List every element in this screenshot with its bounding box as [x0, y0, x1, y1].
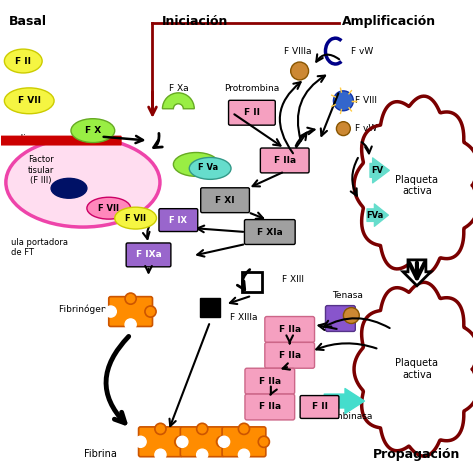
- Text: FV: FV: [371, 166, 383, 175]
- Ellipse shape: [115, 207, 156, 229]
- FancyArrow shape: [403, 260, 431, 286]
- Text: F vW: F vW: [351, 46, 374, 55]
- Text: F IIa: F IIa: [259, 377, 281, 386]
- Text: Plaqueta
activa: Plaqueta activa: [395, 174, 438, 196]
- Text: F XIII: F XIII: [282, 275, 304, 284]
- FancyBboxPatch shape: [159, 209, 198, 231]
- Circle shape: [125, 319, 136, 330]
- Text: Tenasa: Tenasa: [332, 291, 363, 300]
- Text: F Xa: F Xa: [169, 84, 188, 93]
- Circle shape: [197, 449, 208, 460]
- Polygon shape: [354, 96, 474, 274]
- Circle shape: [177, 436, 188, 447]
- Text: F IXa: F IXa: [136, 250, 161, 259]
- Circle shape: [217, 436, 228, 447]
- FancyArrowPatch shape: [370, 158, 389, 183]
- Circle shape: [333, 91, 353, 111]
- Text: F XIa: F XIa: [257, 228, 283, 237]
- FancyBboxPatch shape: [228, 100, 275, 125]
- Text: F VII: F VII: [18, 96, 41, 105]
- Ellipse shape: [87, 197, 131, 219]
- Circle shape: [238, 423, 249, 435]
- Ellipse shape: [4, 49, 42, 73]
- Text: F vW: F vW: [356, 124, 378, 133]
- Text: F II: F II: [311, 402, 328, 411]
- Circle shape: [258, 436, 269, 447]
- Text: F X: F X: [85, 126, 101, 135]
- Circle shape: [105, 306, 116, 317]
- Text: F Va: F Va: [198, 163, 218, 172]
- Circle shape: [291, 62, 309, 80]
- Circle shape: [175, 436, 186, 447]
- FancyBboxPatch shape: [245, 368, 295, 394]
- Circle shape: [337, 122, 350, 136]
- Text: F VIIIa: F VIIIa: [284, 46, 311, 55]
- Ellipse shape: [173, 153, 219, 176]
- Text: Protrombinasa: Protrombinasa: [307, 412, 372, 421]
- FancyBboxPatch shape: [245, 219, 295, 245]
- Circle shape: [155, 423, 166, 435]
- Text: F II: F II: [244, 108, 260, 117]
- FancyBboxPatch shape: [126, 243, 171, 267]
- Text: ula portadora
de FT: ula portadora de FT: [11, 238, 68, 257]
- Text: F VII: F VII: [125, 214, 146, 223]
- FancyBboxPatch shape: [138, 427, 182, 457]
- Text: F IIa: F IIa: [279, 351, 301, 360]
- Text: F XIIIa: F XIIIa: [230, 313, 257, 322]
- Text: Protrombina: Protrombina: [224, 84, 280, 93]
- Ellipse shape: [189, 157, 231, 179]
- FancyBboxPatch shape: [300, 396, 339, 419]
- FancyBboxPatch shape: [265, 317, 315, 342]
- Circle shape: [135, 436, 146, 447]
- Text: Propagación: Propagación: [373, 447, 461, 461]
- Text: F VII: F VII: [98, 204, 119, 213]
- FancyBboxPatch shape: [201, 188, 249, 213]
- Polygon shape: [354, 283, 474, 456]
- FancyBboxPatch shape: [0, 136, 122, 146]
- FancyBboxPatch shape: [180, 427, 224, 457]
- Text: Plaqueta
activa: Plaqueta activa: [395, 358, 438, 380]
- Wedge shape: [163, 93, 194, 109]
- Text: Basal: Basal: [9, 15, 47, 28]
- FancyBboxPatch shape: [265, 342, 315, 368]
- Circle shape: [219, 436, 229, 447]
- Circle shape: [125, 293, 136, 304]
- Ellipse shape: [4, 88, 54, 114]
- Ellipse shape: [71, 118, 115, 143]
- Circle shape: [197, 423, 208, 435]
- Text: F XI: F XI: [215, 196, 235, 205]
- Circle shape: [145, 306, 156, 317]
- FancyBboxPatch shape: [245, 394, 295, 420]
- Text: F VIII: F VIII: [356, 96, 377, 105]
- Circle shape: [238, 449, 249, 460]
- Ellipse shape: [51, 178, 87, 198]
- Text: Iniciación: Iniciación: [162, 15, 228, 28]
- Text: F IX: F IX: [169, 216, 187, 225]
- Text: Fibrinógeno (F I): Fibrinógeno (F I): [59, 305, 133, 314]
- FancyBboxPatch shape: [109, 297, 153, 327]
- FancyArrowPatch shape: [324, 389, 365, 413]
- Text: Factor
tisular
(F III): Factor tisular (F III): [28, 155, 55, 185]
- Text: F IIa: F IIa: [279, 325, 301, 334]
- Text: Amplificación: Amplificación: [342, 15, 436, 28]
- FancyBboxPatch shape: [326, 306, 356, 331]
- Text: Fibrina: Fibrina: [84, 449, 117, 459]
- Text: F II: F II: [15, 56, 31, 65]
- Circle shape: [155, 449, 166, 460]
- Text: F IIa: F IIa: [273, 156, 296, 165]
- Ellipse shape: [6, 137, 160, 227]
- FancyBboxPatch shape: [222, 427, 266, 457]
- Text: F IIa: F IIa: [259, 402, 281, 411]
- Circle shape: [343, 308, 359, 323]
- Text: elio: elio: [15, 134, 32, 143]
- FancyBboxPatch shape: [260, 148, 309, 173]
- Text: FVa: FVa: [366, 210, 384, 219]
- FancyArrowPatch shape: [367, 204, 388, 226]
